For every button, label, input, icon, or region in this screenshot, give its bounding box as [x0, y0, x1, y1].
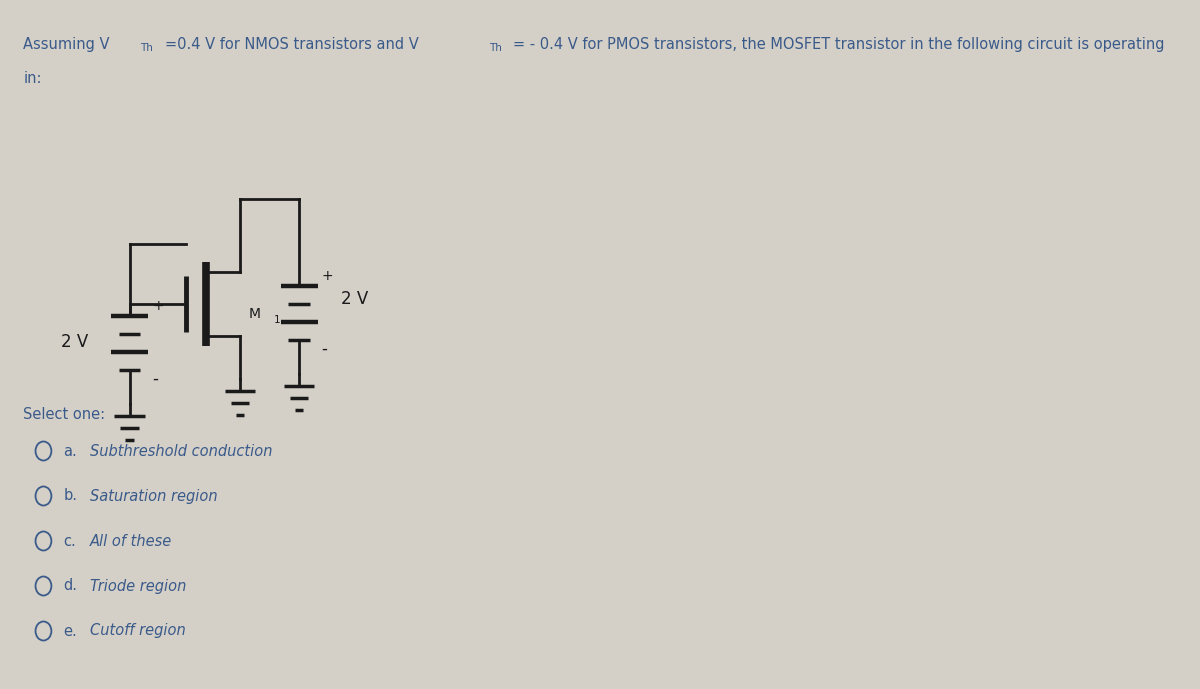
Text: Cutoff region: Cutoff region — [90, 624, 186, 639]
Text: Th: Th — [140, 43, 154, 53]
Text: a.: a. — [64, 444, 77, 458]
Text: Select one:: Select one: — [23, 407, 106, 422]
Text: Saturation region: Saturation region — [90, 489, 218, 504]
Text: d.: d. — [64, 579, 78, 593]
Text: c.: c. — [64, 533, 77, 548]
Text: = - 0.4 V for PMOS transistors, the MOSFET transistor in the following circuit i: = - 0.4 V for PMOS transistors, the MOSF… — [514, 37, 1164, 52]
Text: +: + — [322, 269, 334, 283]
Text: Assuming V: Assuming V — [23, 37, 110, 52]
Text: 2 V: 2 V — [341, 290, 368, 308]
Text: 1: 1 — [274, 315, 281, 325]
Text: Triode region: Triode region — [90, 579, 187, 593]
Text: =0.4 V for NMOS transistors and V: =0.4 V for NMOS transistors and V — [164, 37, 419, 52]
Text: in:: in: — [23, 71, 42, 86]
Text: 2 V: 2 V — [61, 333, 89, 351]
Text: +: + — [152, 299, 163, 313]
Text: -: - — [152, 370, 158, 388]
Text: Subthreshold conduction: Subthreshold conduction — [90, 444, 272, 458]
Text: b.: b. — [64, 489, 78, 504]
Text: Th: Th — [488, 43, 502, 53]
Text: All of these: All of these — [90, 533, 173, 548]
Text: -: - — [322, 340, 328, 358]
Text: e.: e. — [64, 624, 77, 639]
Text: M: M — [248, 307, 260, 321]
